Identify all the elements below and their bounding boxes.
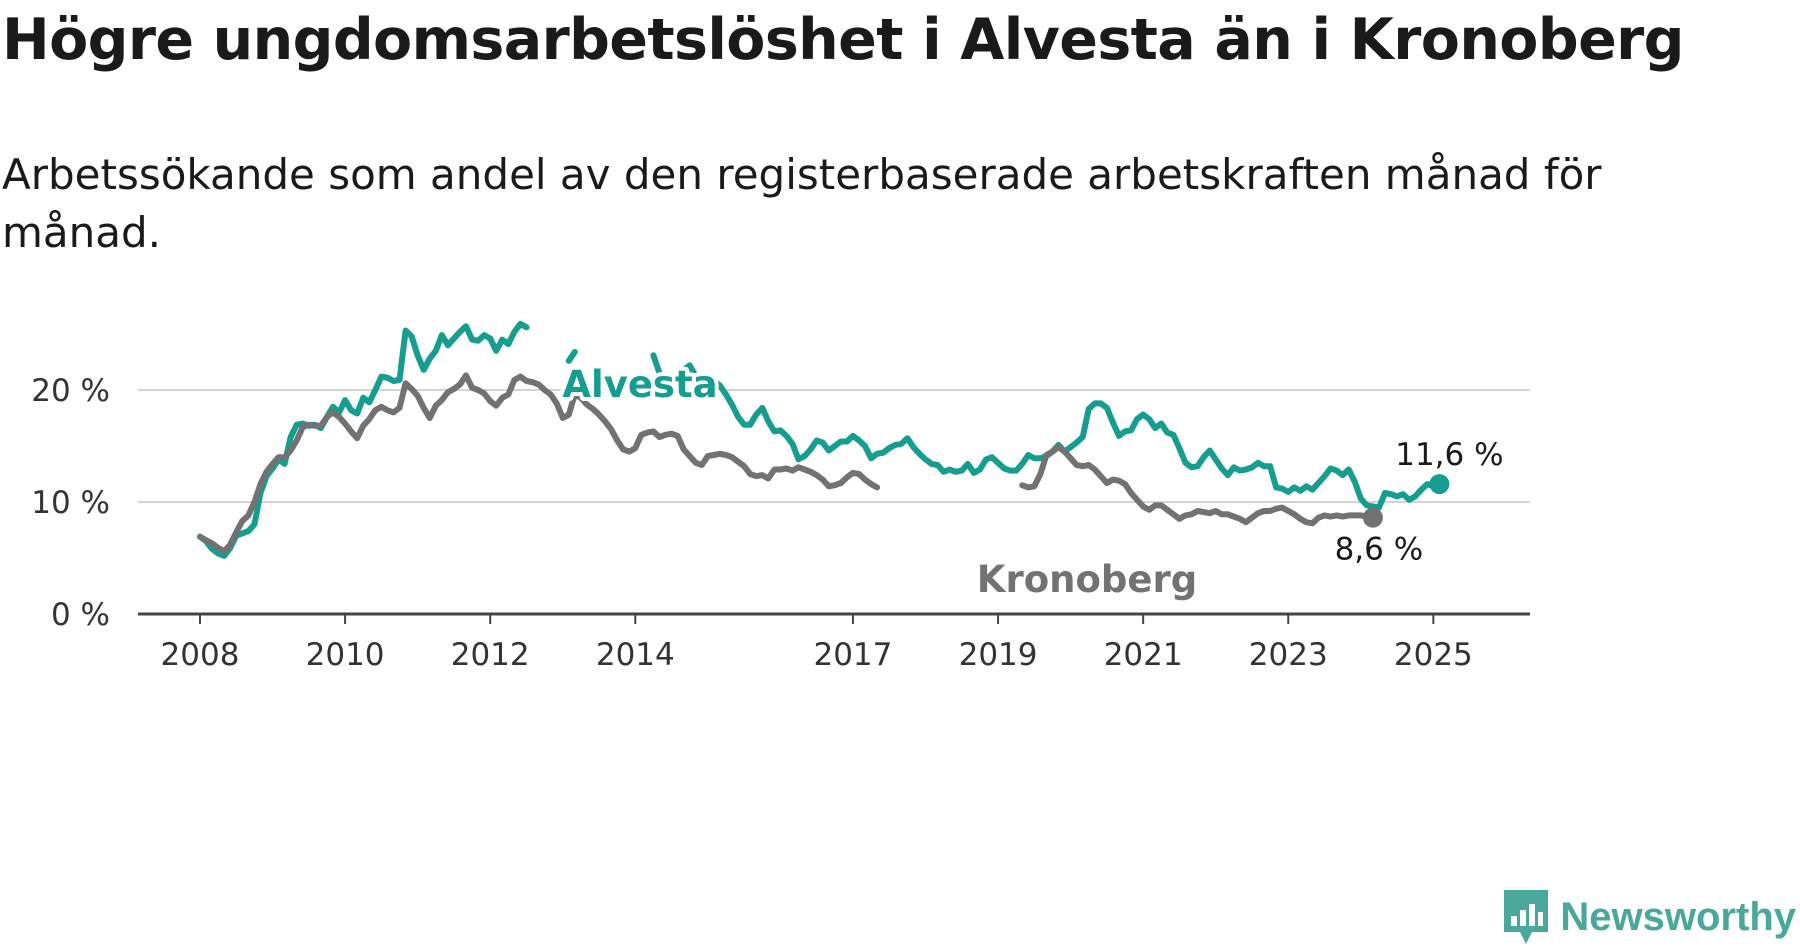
- brand-name: Newsworthy: [1560, 894, 1796, 939]
- newsworthy-logo-icon: [1504, 890, 1549, 944]
- series-line-alvesta: [197, 320, 1443, 559]
- x-tick-label: 2012: [451, 637, 530, 673]
- end-marker-alvesta: [1429, 474, 1450, 495]
- grid-lines: [138, 389, 1530, 503]
- x-tick-label: 2017: [813, 637, 892, 673]
- x-tick-label: 2010: [306, 637, 385, 673]
- series-line-kronoberg: [197, 372, 1376, 555]
- chart-title: Högre ungdomsarbetslöshet i Alvesta än i…: [2, 7, 1684, 73]
- x-tick-label: 2019: [959, 637, 1038, 673]
- end-value-alvesta: 11,6 %: [1395, 437, 1503, 473]
- chart-subtitle: Arbetssökande som andel av den registerb…: [2, 150, 1602, 257]
- x-tick-label: 2025: [1394, 637, 1473, 673]
- series-lines: [197, 320, 1450, 559]
- x-tick-label: 2014: [596, 637, 675, 673]
- y-tick-label: 20 %: [31, 373, 110, 409]
- x-tick-label: 2008: [161, 637, 240, 673]
- x-tick-label: 2023: [1249, 637, 1328, 673]
- end-value-kronoberg: 8,6 %: [1335, 532, 1424, 568]
- series-label-alvesta: Alvesta: [562, 363, 717, 406]
- x-tick-label: 2021: [1104, 637, 1183, 673]
- y-axis-ticks: 0 % 10 % 20 %: [31, 373, 110, 633]
- brand-logo: Newsworthy: [1502, 888, 1796, 946]
- x-axis-ticks: 2008 2010 2012 2014 2017 2019 2021 2023 2025: [161, 614, 1473, 673]
- end-marker-kronoberg: [1362, 507, 1383, 528]
- y-tick-label: 10 %: [31, 485, 110, 521]
- y-tick-label: 0 %: [51, 597, 110, 633]
- series-label-kronoberg: Kronoberg: [977, 558, 1197, 601]
- series-labels: Alvesta Kronoberg 11,6 % 8,6 %: [558, 359, 1506, 605]
